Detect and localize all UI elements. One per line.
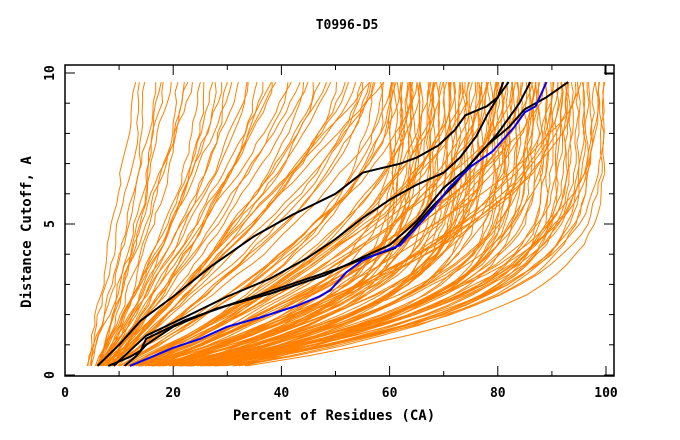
background-model-curve: [96, 81, 179, 367]
background-model-curve: [179, 82, 501, 367]
background-model-curve: [112, 81, 370, 367]
x-tick-label: 60: [382, 386, 398, 401]
plot-corner-box: [604, 64, 615, 75]
background-model-curve: [110, 82, 264, 367]
x-tick-label: 80: [490, 386, 506, 401]
background-model-curve: [109, 81, 272, 367]
background-model-curve: [174, 82, 424, 367]
background-model-curve: [98, 81, 201, 367]
background-model-curve: [99, 82, 273, 367]
background-model-curve: [151, 82, 451, 367]
reference-model-curve: [129, 81, 548, 367]
background-model-curve: [223, 82, 601, 367]
background-model-curve: [165, 82, 403, 367]
background-model-curve: [147, 82, 437, 367]
background-model-curve: [113, 81, 371, 367]
x-tick-label: 40: [274, 386, 290, 401]
background-model-curve: [130, 82, 457, 367]
background-model-curve: [131, 82, 477, 367]
background-model-curve: [102, 81, 233, 367]
background-model-curve: [123, 81, 436, 367]
x-tick-label: 100: [594, 386, 618, 401]
y-axis-label: Distance Cutoff, A: [19, 156, 35, 308]
highlighted-model-3-curve: [123, 81, 569, 367]
background-model-curve: [246, 82, 606, 367]
tick-labels: 0 20 40 60 80 100 0 5 10: [43, 65, 618, 401]
chart-title: T0996-D5: [316, 18, 379, 33]
background-model-curve: [101, 81, 357, 367]
background-model-curve: [94, 82, 223, 367]
background-model-curve: [89, 81, 189, 367]
y-tick-label: 0: [43, 371, 58, 379]
background-model-curve: [101, 81, 228, 367]
background-model-curve: [244, 82, 600, 367]
background-model-curve: [161, 81, 470, 367]
background-model-curve: [125, 82, 410, 367]
x-tick-label: 20: [165, 386, 181, 401]
plot-frame: [64, 64, 615, 377]
background-model-curve: [186, 82, 555, 367]
axis-ticks: [64, 65, 614, 376]
x-axis-label: Percent of Residues (CA): [233, 408, 435, 424]
background-model-curve: [202, 82, 552, 367]
background-model-curves: [86, 81, 606, 367]
background-model-curve: [185, 82, 524, 367]
background-model-curve: [159, 82, 491, 367]
highlighted-model-curves: [96, 81, 569, 367]
background-model-curve: [181, 82, 478, 367]
highlighted-model-1-curve: [96, 81, 510, 367]
y-tick-label: 5: [43, 220, 58, 228]
background-model-curve: [157, 82, 406, 367]
background-model-curve: [190, 82, 569, 367]
background-model-curve: [90, 82, 157, 367]
background-model-curve: [98, 82, 164, 366]
background-model-curve: [87, 82, 140, 366]
background-model-curve: [232, 82, 563, 367]
highlighted-model-2-curve: [113, 81, 505, 367]
background-model-curve: [139, 82, 404, 367]
background-model-curve: [100, 82, 314, 367]
background-model-curve: [191, 82, 544, 367]
x-tick-label: 0: [61, 386, 69, 401]
background-model-curve: [172, 82, 494, 367]
background-model-curve: [113, 81, 350, 367]
background-model-curve: [175, 82, 462, 367]
background-model-curve: [179, 82, 537, 367]
background-model-curve: [202, 82, 590, 367]
background-model-curve: [214, 81, 596, 367]
background-model-curve: [96, 81, 239, 367]
background-model-curve: [179, 82, 513, 367]
background-model-curve: [117, 81, 385, 367]
background-model-curve: [118, 82, 418, 367]
background-model-curve: [208, 82, 488, 367]
axes: [64, 64, 615, 377]
background-model-curve: [110, 81, 376, 367]
background-model-curve: [105, 81, 363, 367]
background-model-curve: [105, 82, 249, 367]
background-model-curve: [104, 81, 277, 367]
background-model-curve: [86, 81, 137, 367]
background-model-curve: [128, 82, 384, 367]
background-model-curve: [98, 82, 193, 367]
background-model-curve: [204, 81, 606, 367]
background-model-curve: [179, 82, 497, 367]
background-model-curve: [98, 82, 172, 367]
background-model-curve: [214, 82, 594, 367]
background-model-curve: [201, 82, 605, 367]
y-tick-label: 10: [43, 65, 58, 81]
background-model-curve: [96, 81, 214, 367]
